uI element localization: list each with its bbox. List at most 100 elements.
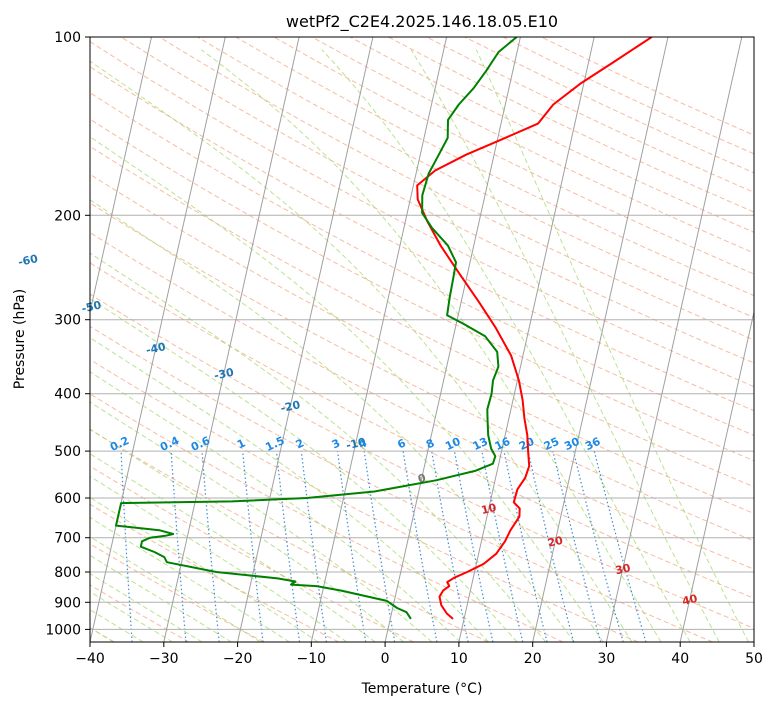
moist-adiabat-line	[90, 516, 290, 642]
y-tick-label: 200	[54, 208, 81, 224]
mixing-ratio-label: 16	[493, 435, 513, 453]
y-axis-ticks: 100 200 300 400 500 600 700 800 900 1000	[45, 30, 90, 638]
x-axis-ticks: −40 −30 −20 −10 0 10 20 30 40 50	[75, 642, 763, 667]
dry-adiabat-line	[90, 173, 754, 515]
mixing-ratio-label: 30	[562, 435, 582, 453]
y-tick-label: 500	[54, 444, 81, 460]
x-tick-label: 10	[450, 651, 468, 667]
dry-adiabat-line	[90, 66, 754, 412]
dry-adiabat-line	[90, 393, 564, 642]
dry-adiabat-line	[90, 293, 754, 629]
mixing-ratio-line	[300, 451, 327, 642]
moist-adiabat-line	[200, 49, 662, 642]
mixing-ratio-line	[572, 450, 624, 642]
grid-lines	[90, 37, 754, 642]
plot-frame	[89, 36, 755, 643]
mixing-ratio-line	[431, 450, 469, 642]
x-axis-label: Temperature (°C)	[361, 681, 483, 697]
x-tick-label: 0	[381, 651, 390, 667]
isotherm-line	[605, 37, 743, 642]
isotherm-label: 20	[546, 534, 564, 550]
x-tick-label: −10	[297, 651, 327, 667]
y-tick-label: 600	[54, 491, 81, 507]
dewpoint-line	[115, 37, 518, 620]
dry-adiabat-line	[90, 231, 754, 570]
isotherm-line	[310, 37, 448, 642]
isotherm-label: -60	[17, 252, 40, 269]
isotherm-label: -10	[345, 435, 368, 452]
mixing-ratio-line	[527, 450, 575, 642]
isotherm-label: 30	[614, 561, 632, 577]
mixing-ratio-label: 36	[583, 435, 603, 453]
isotherm-line	[679, 309, 754, 642]
mixing-ratio-label: 10	[443, 435, 463, 453]
moist-adiabat-line	[90, 401, 433, 642]
x-tick-label: −20	[223, 651, 253, 667]
mixing-ratio-line	[503, 450, 548, 642]
y-tick-label: 400	[54, 387, 81, 403]
x-tick-label: 50	[745, 651, 763, 667]
x-tick-label: −30	[149, 651, 179, 667]
dry-adiabat-line	[90, 584, 190, 642]
isotherm-line	[90, 37, 226, 642]
y-axis-label: Pressure (hPa)	[12, 289, 28, 389]
y-tick-label: 1000	[45, 622, 81, 638]
mixing-ratio-label: 25	[542, 435, 561, 453]
isotherm-label: -40	[145, 340, 168, 357]
background-lines	[90, 37, 754, 642]
moist-adiabat-line	[90, 573, 203, 642]
isotherm-label: -20	[279, 398, 302, 415]
dry-adiabat-line	[90, 118, 754, 462]
moist-adiabat-line	[475, 49, 749, 642]
moist-adiabat-line	[90, 337, 490, 642]
isotherm-line	[163, 37, 300, 642]
mixing-ratio-line	[453, 450, 494, 642]
mixing-ratio-line	[242, 451, 264, 642]
isotherm-line	[458, 37, 595, 642]
y-tick-label: 100	[54, 30, 81, 46]
moist-adiabat-line	[90, 60, 633, 642]
dry-adiabat-line	[90, 503, 339, 642]
isotherm-label: -30	[213, 366, 236, 383]
dry-adiabat-line	[90, 92, 754, 436]
moist-adiabat-line	[321, 49, 691, 642]
x-tick-label: 40	[671, 651, 689, 667]
moist-adiabat-line	[90, 453, 376, 642]
temperature-line	[416, 37, 653, 620]
moist-adiabat-line	[90, 199, 575, 642]
mixing-ratio-line	[481, 450, 524, 642]
dry-adiabat-line	[90, 145, 754, 488]
dry-adiabat-line	[90, 40, 754, 388]
moist-adiabat-line	[90, 428, 404, 642]
chart-title: wetPf2_C2E4.2025.146.18.05.E10	[286, 12, 558, 32]
isotherm-label: 10	[480, 501, 498, 517]
dry-adiabat-line	[90, 262, 754, 599]
isotherm-line	[384, 37, 521, 642]
isotherm-line	[90, 37, 152, 315]
moist-adiabat-line	[90, 475, 347, 642]
dry-adiabat-line	[90, 325, 713, 642]
mixing-ratio-line	[275, 451, 301, 642]
mixing-ratio-line	[170, 451, 187, 642]
x-tick-label: 30	[597, 651, 615, 667]
moist-adiabat-line	[90, 371, 461, 642]
x-tick-label: −40	[75, 651, 105, 667]
y-tick-label: 700	[54, 531, 81, 547]
y-tick-label: 300	[54, 313, 81, 329]
mixing-ratio-label: 13	[471, 435, 490, 453]
series-lines	[115, 37, 653, 620]
mixing-ratio-line	[201, 451, 220, 642]
isotherm-label: 40	[681, 592, 699, 608]
moist-adiabat-line	[90, 252, 547, 642]
isotherm-line	[237, 37, 374, 642]
moist-adiabat-line	[90, 536, 261, 642]
mixing-ratio-line	[552, 450, 602, 642]
x-tick-label: 20	[524, 651, 542, 667]
y-tick-label: 800	[54, 565, 81, 581]
moist-adiabat-line	[90, 136, 604, 642]
isotherm-line	[532, 37, 669, 642]
y-tick-label: 900	[54, 595, 81, 611]
isotherm-label: -50	[80, 298, 103, 315]
